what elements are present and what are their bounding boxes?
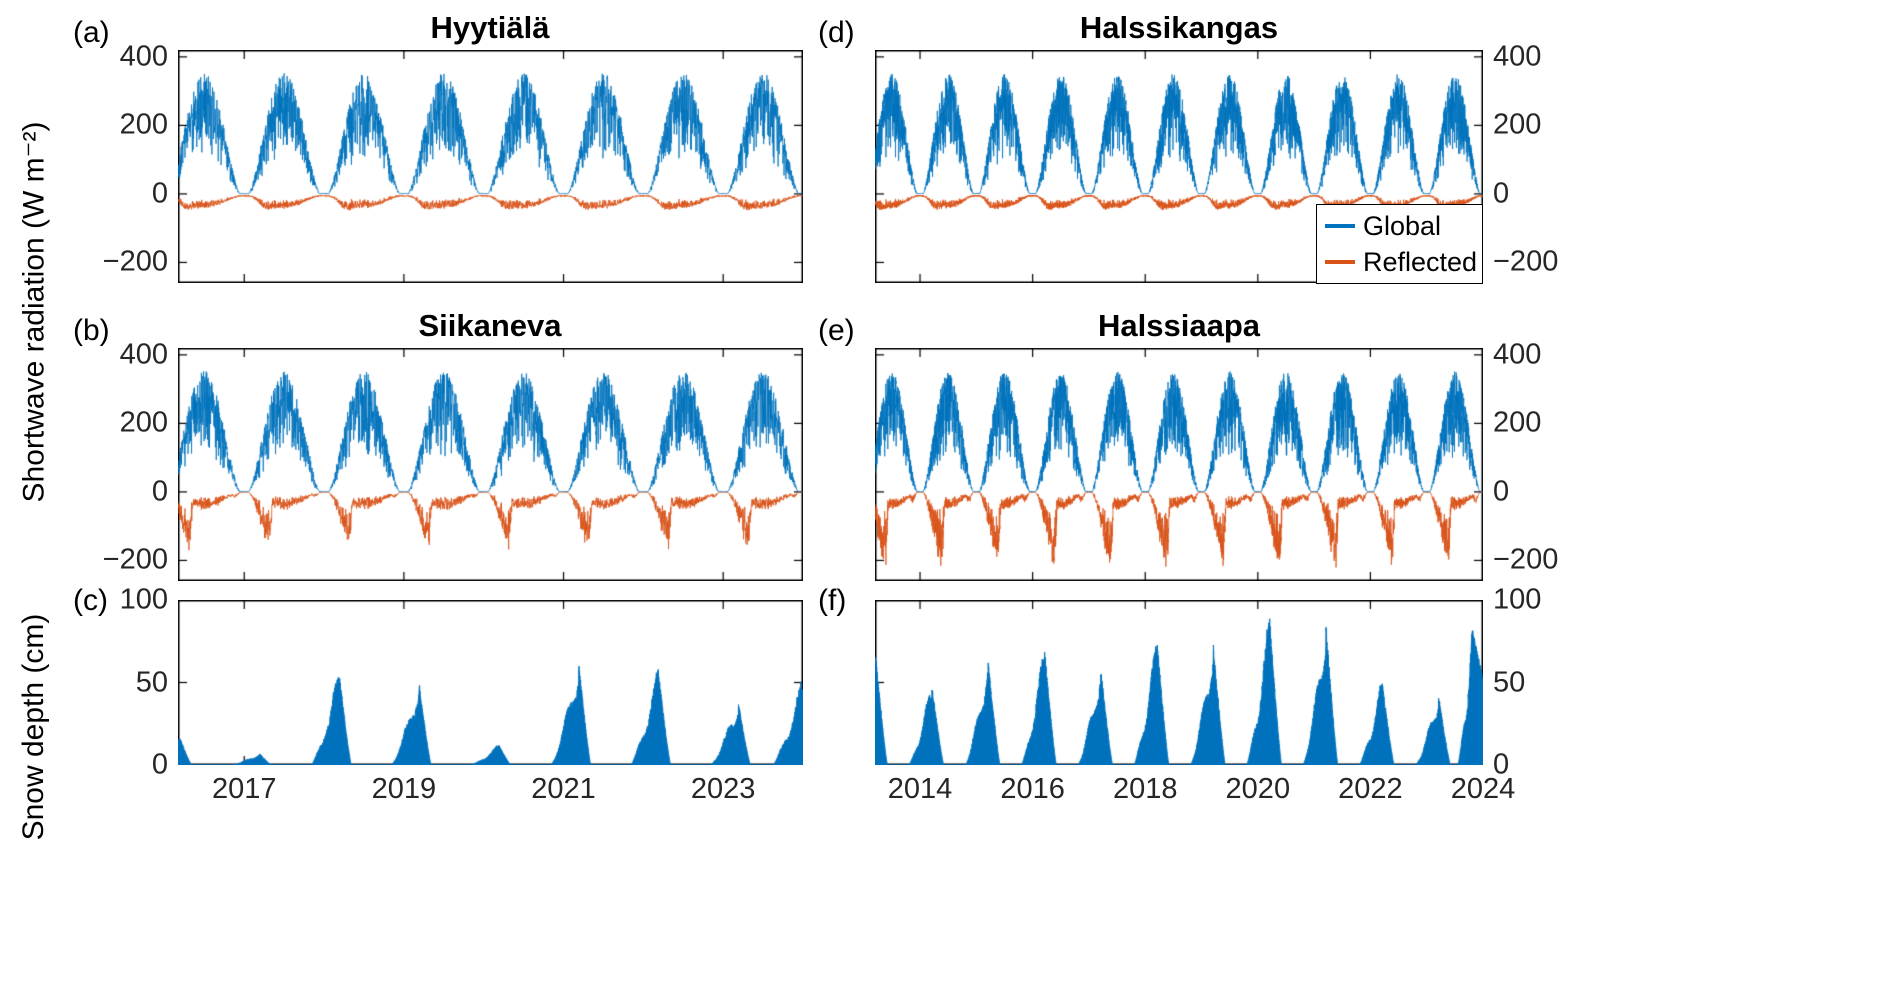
xtick-label-f: 2014 <box>887 773 953 805</box>
panel-letter-e: (e) <box>818 314 855 347</box>
panel-letter-b: (b) <box>73 314 110 347</box>
panel-title-halssikangas: Halssikangas <box>1079 10 1279 45</box>
ytick-label-d: −200 <box>1493 245 1559 278</box>
ytick-label-b: 0 <box>151 475 168 508</box>
ytick-label-e: −200 <box>1493 543 1559 576</box>
ytick-label-b: 400 <box>119 338 168 371</box>
panel-letter-f: (f) <box>818 584 847 617</box>
ytick-label-e: 400 <box>1493 338 1542 371</box>
xtick-label-f: 2020 <box>1225 773 1291 805</box>
panel-letter-c: (c) <box>73 584 108 617</box>
legend-label-global: Global <box>1363 210 1442 241</box>
xtick-label-f: 2024 <box>1450 773 1516 805</box>
ytick-label-e: 200 <box>1493 406 1542 439</box>
panel-title-siikaneva: Siikaneva <box>418 308 562 343</box>
yaxis-label-snow: Snow depth (cm) <box>17 613 50 841</box>
xtick-label-f: 2022 <box>1338 773 1403 805</box>
legend-item-reflected: Reflected <box>1325 246 1478 278</box>
xtick-label-f: 2018 <box>1112 773 1178 805</box>
ytick-label-c: 50 <box>135 666 168 698</box>
ytick-label-f: 100 <box>1493 583 1542 616</box>
ytick-label-a: −200 <box>102 245 168 278</box>
ytick-label-a: 400 <box>119 40 168 73</box>
legend-label-reflected: Reflected <box>1363 246 1478 277</box>
yaxis-label-radiation: Shortwave radiation (W m⁻²) <box>17 121 51 503</box>
legend-item-global: Global <box>1325 211 1474 242</box>
ytick-label-b: −200 <box>102 543 168 576</box>
panel-b-radiation-plot <box>178 348 803 581</box>
xtick-label-c: 2021 <box>531 773 596 805</box>
panel-letter-a: (a) <box>73 16 110 49</box>
reflected-line-swatch-icon <box>1325 260 1355 264</box>
panel-title-halssiaapa: Halssiaapa <box>1098 308 1260 343</box>
ytick-label-d: 400 <box>1493 40 1542 73</box>
ytick-label-c: 100 <box>119 583 168 616</box>
xtick-label-c: 2019 <box>371 773 437 805</box>
ytick-label-b: 200 <box>119 406 168 439</box>
ytick-label-f: 0 <box>1493 748 1510 781</box>
xtick-label-f: 2016 <box>1000 773 1065 805</box>
xtick-label-c: 2017 <box>211 773 277 805</box>
ytick-label-a: 0 <box>151 177 168 210</box>
panel-letter-d: (d) <box>818 16 855 49</box>
ytick-label-f: 50 <box>1493 666 1526 698</box>
legend: Global Reflected <box>1316 204 1483 284</box>
panel-c-snow-plot <box>178 600 803 765</box>
ytick-label-a: 200 <box>119 108 168 141</box>
panel-e-radiation-plot <box>875 348 1483 581</box>
panel-f-snow-plot <box>875 600 1483 765</box>
panel-title-hyytiala: Hyytiälä <box>430 10 550 45</box>
xtick-label-c: 2023 <box>690 773 756 805</box>
panel-a-radiation-plot <box>178 50 803 283</box>
ytick-label-d: 0 <box>1493 177 1510 210</box>
ytick-label-e: 0 <box>1493 475 1510 508</box>
ytick-label-d: 200 <box>1493 108 1542 141</box>
ytick-label-c: 0 <box>151 748 168 781</box>
global-line-swatch-icon <box>1325 224 1355 228</box>
